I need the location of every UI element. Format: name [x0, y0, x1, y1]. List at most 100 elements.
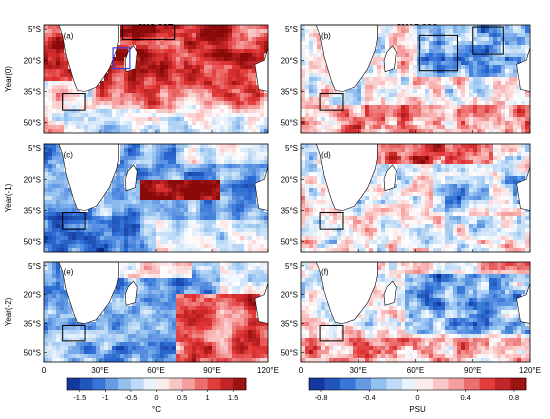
- heatmap-cell: [60, 224, 65, 229]
- heatmap-cell: [108, 350, 113, 355]
- heatmap-cell: [168, 228, 173, 233]
- heatmap-cell: [329, 109, 334, 114]
- heatmap-cell: [160, 125, 165, 130]
- heatmap-cell: [44, 101, 49, 106]
- heatmap-cell: [176, 176, 181, 181]
- heatmap-cell: [192, 200, 197, 205]
- heatmap-cell: [72, 113, 77, 118]
- heatmap-cell: [505, 81, 510, 86]
- heatmap-cell: [413, 33, 418, 38]
- heatmap-cell: [381, 49, 386, 54]
- heatmap-cell: [309, 73, 314, 78]
- heatmap-cell: [204, 188, 209, 193]
- heatmap-cell: [140, 322, 145, 327]
- heatmap-cell: [156, 212, 161, 217]
- heatmap-cell: [64, 73, 69, 78]
- heatmap-cell: [228, 144, 233, 149]
- heatmap-cell: [128, 244, 133, 249]
- heatmap-cell: [160, 93, 165, 98]
- heatmap-cell: [301, 53, 306, 58]
- heatmap-cell: [132, 200, 137, 205]
- heatmap-cell: [228, 346, 233, 351]
- heatmap-cell: [116, 49, 121, 54]
- heatmap-cell: [172, 192, 177, 197]
- heatmap-cell: [144, 184, 149, 189]
- heatmap-cell: [256, 176, 261, 181]
- heatmap-cell: [148, 350, 153, 355]
- heatmap-cell: [160, 105, 165, 110]
- heatmap-cell: [401, 101, 406, 106]
- heatmap-cell: [128, 25, 133, 30]
- heatmap-cell: [493, 113, 498, 118]
- heatmap-cell: [389, 93, 394, 98]
- heatmap-cell: [397, 53, 402, 58]
- heatmap-cell: [200, 354, 205, 359]
- heatmap-cell: [120, 318, 125, 323]
- heatmap-cell: [264, 160, 269, 165]
- heatmap-cell: [144, 346, 149, 351]
- heatmap-cell: [232, 180, 237, 185]
- heatmap-cell: [180, 322, 185, 327]
- heatmap-cell: [56, 306, 61, 311]
- heatmap-cell: [184, 176, 189, 181]
- heatmap-cell: [493, 29, 498, 34]
- heatmap-cell: [325, 117, 330, 122]
- heatmap-cell: [260, 29, 265, 34]
- heatmap-cell: [260, 45, 265, 50]
- heatmap-cell: [148, 274, 153, 279]
- heatmap-cell: [180, 41, 185, 46]
- heatmap-cell: [56, 248, 61, 253]
- heatmap-cell: [144, 196, 149, 201]
- heatmap-cell: [156, 192, 161, 197]
- heatmap-cell: [156, 25, 161, 30]
- heatmap-cell: [64, 342, 69, 347]
- heatmap-cell: [401, 41, 406, 46]
- heatmap-cell: [405, 85, 410, 90]
- heatmap-cell: [144, 262, 149, 267]
- heatmap-cell: [80, 105, 85, 110]
- heatmap-cell: [172, 314, 177, 319]
- heatmap-cell: [309, 57, 314, 62]
- heatmap-cell: [172, 180, 177, 185]
- heatmap-cell: [180, 334, 185, 339]
- heatmap-cell: [232, 117, 237, 122]
- heatmap-cell: [44, 164, 49, 169]
- heatmap-cell: [260, 334, 265, 339]
- heatmap-cell: [64, 318, 69, 323]
- heatmap-cell: [136, 208, 141, 213]
- heatmap-cell: [232, 200, 237, 205]
- heatmap-cell: [513, 53, 518, 58]
- heatmap-cell: [489, 85, 494, 90]
- heatmap-cell: [88, 121, 93, 126]
- heatmap-cell: [256, 29, 261, 34]
- heatmap-cell: [377, 29, 382, 34]
- heatmap-cell: [120, 41, 125, 46]
- heatmap-cell: [144, 69, 149, 74]
- heatmap-cell: [228, 176, 233, 181]
- heatmap-cell: [501, 85, 506, 90]
- heatmap-cell: [144, 322, 149, 327]
- heatmap-cell: [136, 172, 141, 177]
- heatmap-cell: [136, 294, 141, 299]
- heatmap-cell: [180, 57, 185, 62]
- heatmap-cell: [68, 196, 73, 201]
- heatmap-cell: [353, 93, 358, 98]
- heatmap-cell: [200, 330, 205, 335]
- heatmap-cell: [136, 278, 141, 283]
- heatmap-cell: [168, 212, 173, 217]
- heatmap-cell: [168, 144, 173, 149]
- heatmap-cell: [469, 77, 474, 82]
- heatmap-cell: [140, 342, 145, 347]
- heatmap-cell: [112, 248, 117, 253]
- heatmap-cell: [240, 33, 245, 38]
- heatmap-cell: [116, 89, 121, 94]
- heatmap-cell: [172, 334, 177, 339]
- heatmap-cell: [144, 129, 149, 134]
- heatmap-cell: [200, 290, 205, 295]
- heatmap-cell: [204, 306, 209, 311]
- heatmap-cell: [176, 326, 181, 331]
- map-panel-e: (e)5°S20°S35°S50°S0 30°E 60°E 90°E 120°EYear…: [4, 261, 279, 375]
- heatmap-cell: [192, 97, 197, 102]
- heatmap-cell: [517, 113, 522, 118]
- heatmap-cell: [477, 89, 482, 94]
